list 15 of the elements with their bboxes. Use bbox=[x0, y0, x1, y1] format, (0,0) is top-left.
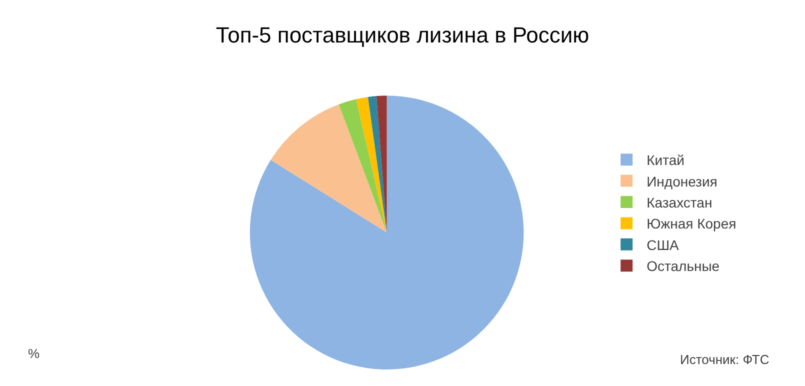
legend-label: Китай bbox=[646, 152, 684, 168]
text: Источник: ФТС bbox=[680, 352, 770, 367]
pie-slice bbox=[356, 96, 387, 233]
pie-slice bbox=[270, 104, 387, 233]
legend-label: Остальные bbox=[646, 258, 720, 274]
legend-label: Южная Корея bbox=[646, 216, 736, 232]
legend-label: США bbox=[646, 236, 680, 253]
legend-label: Индонезия bbox=[646, 173, 718, 190]
pie-slice bbox=[368, 96, 387, 233]
pie-slice bbox=[376, 96, 387, 233]
legend-label: Казахстан bbox=[646, 194, 712, 210]
text: % bbox=[28, 346, 40, 361]
pie-slice bbox=[338, 99, 387, 233]
chart-title: Топ-5 поставщиков лизина в Россию bbox=[216, 22, 590, 48]
pie-slice bbox=[250, 96, 524, 370]
